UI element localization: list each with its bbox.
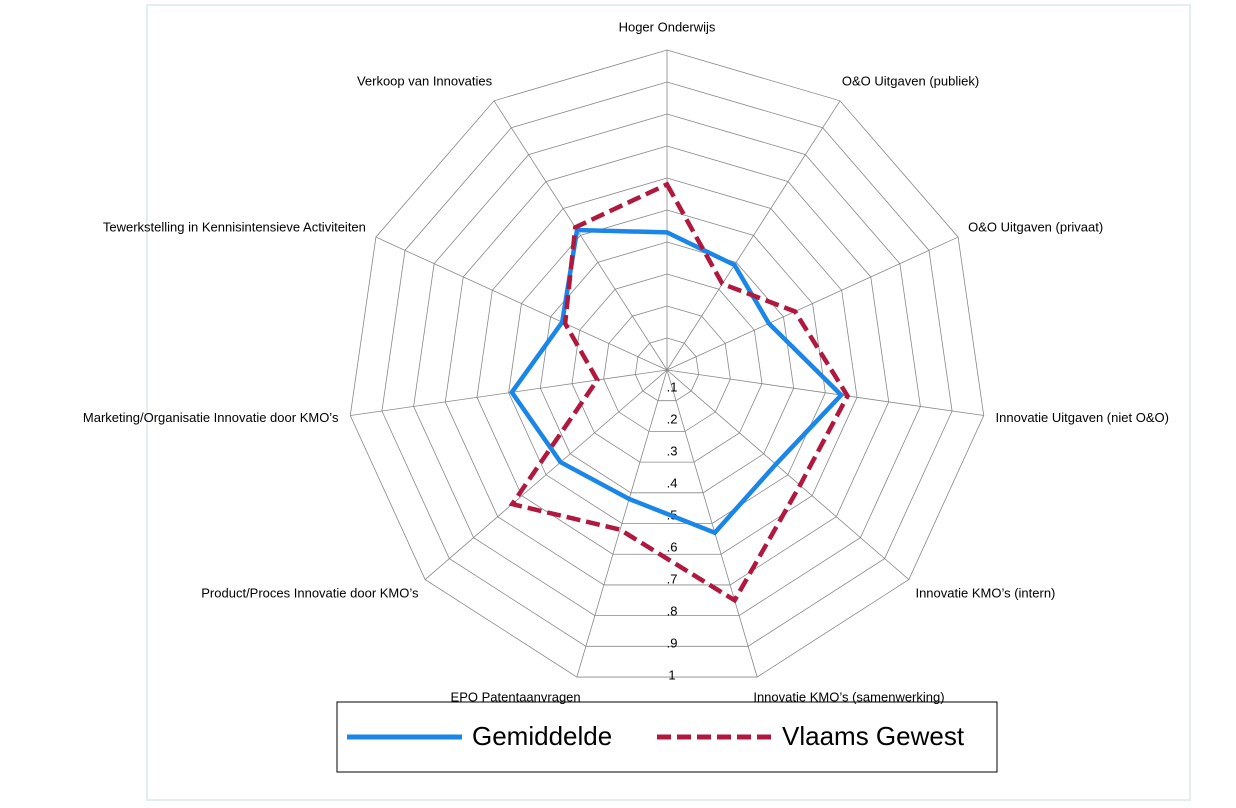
r-tick-label: .4 [667, 475, 678, 490]
axis-label: Innovatie KMO’s (samenwerking) [753, 690, 944, 705]
axis-label: Hoger Onderwijs [619, 19, 716, 34]
r-tick-label: 1 [668, 667, 675, 682]
axis-label: Innovatie Uitgaven (niet O&O) [996, 410, 1169, 425]
axis-label: Innovatie KMO’s (intern) [915, 585, 1055, 600]
axis-label: Verkoop van Innovaties [357, 74, 493, 89]
grid-ring [381, 81, 953, 647]
axis-spoke [666, 236, 959, 371]
grid-ring [413, 113, 921, 617]
axis-spoke [576, 369, 668, 678]
axis-label: Product/Proces Innovatie door KMO’s [201, 585, 419, 600]
grid-ring [571, 273, 763, 463]
grid-ring [476, 177, 858, 555]
axis-label: O&O Uitgaven (publiek) [842, 74, 979, 89]
legend-label: Vlaams Gewest [782, 721, 965, 751]
axis-spoke [666, 369, 910, 580]
axis-spoke [350, 369, 668, 416]
r-tick-label: .8 [667, 603, 678, 618]
r-tick-label: .7 [667, 571, 678, 586]
chart-frame [146, 4, 1191, 801]
axis-spoke [666, 369, 758, 678]
grid-ring [349, 49, 985, 678]
axis-spoke [666, 100, 841, 371]
axis-spoke [375, 236, 668, 371]
r-tick-label: .9 [667, 635, 678, 650]
r-tick-label: .1 [667, 379, 678, 394]
grid-ring [634, 337, 700, 402]
axis-label: Tewerkstelling in Kennisintensieve Activ… [103, 219, 366, 234]
series-line [508, 181, 851, 604]
grid-ring [444, 145, 890, 586]
r-tick-label: .2 [667, 411, 678, 426]
axis-spoke [493, 100, 668, 371]
grid-ring [508, 209, 826, 524]
r-tick-label: .6 [667, 539, 678, 554]
axis-label: O&O Uitgaven (privaat) [968, 219, 1103, 234]
axis-spoke [424, 369, 668, 580]
r-tick-label: .3 [667, 443, 678, 458]
axis-label: EPO Patentaanvragen [451, 690, 581, 705]
grid-ring [539, 241, 795, 494]
legend-label: Gemiddelde [472, 721, 612, 751]
axis-spoke [666, 369, 984, 416]
axis-label: Marketing/Organisatie Innovatie door KMO… [83, 410, 339, 425]
grid-ring [603, 305, 731, 432]
